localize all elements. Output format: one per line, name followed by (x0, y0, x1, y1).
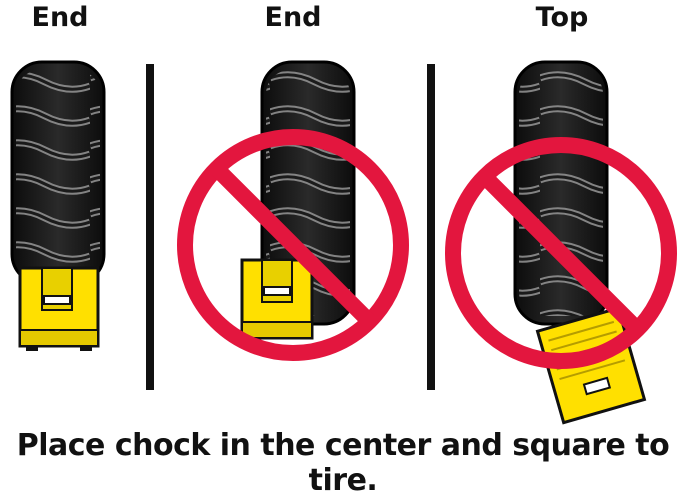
panel-title-2: End (264, 2, 322, 33)
divider-1 (146, 64, 154, 390)
panel-title-1: End (31, 2, 89, 33)
prohibition-sign-3 (445, 137, 677, 369)
tire-3 (513, 60, 609, 326)
divider-2 (427, 64, 435, 390)
panel-title-3: Top (535, 2, 589, 33)
prohibition-sign-2 (177, 129, 409, 361)
illustration (10, 60, 677, 425)
tire-1 (10, 60, 106, 286)
chock-2 (240, 258, 314, 340)
chock-1 (18, 266, 100, 351)
instruction-caption: Place chock in the center and square to … (16, 428, 670, 498)
